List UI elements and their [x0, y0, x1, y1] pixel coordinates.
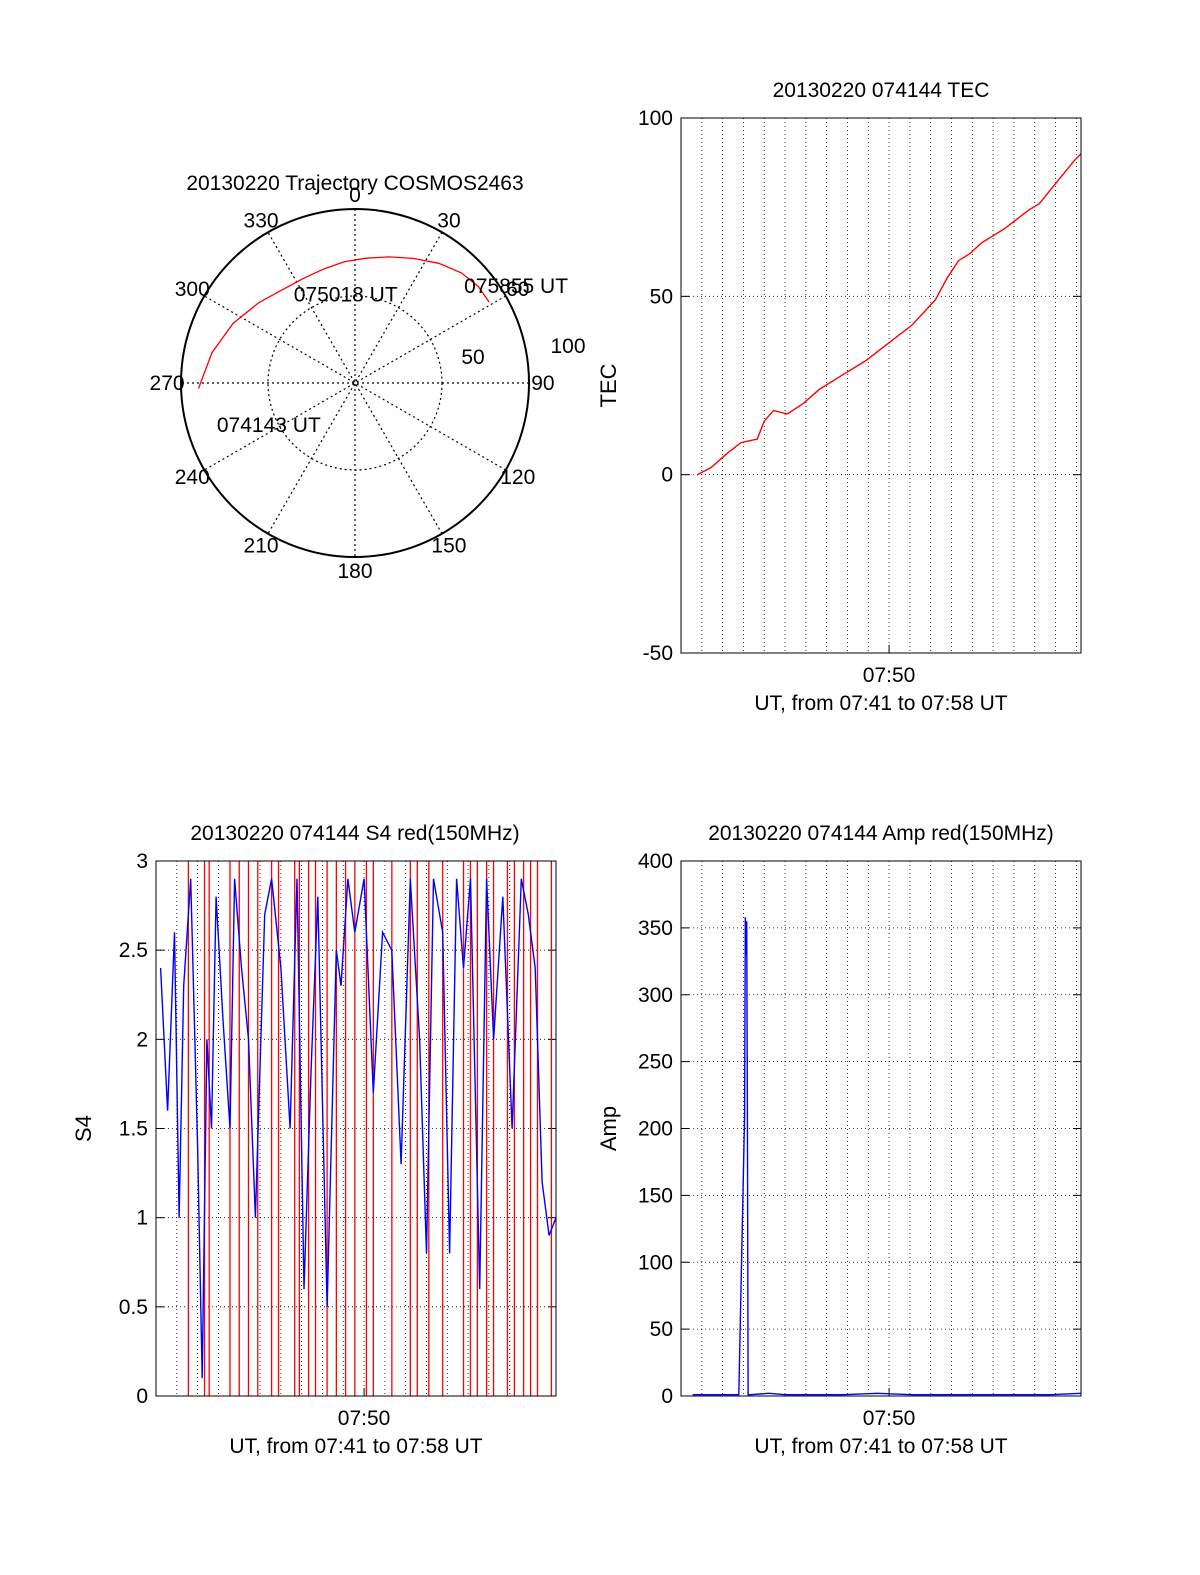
amp-y-axis-label: Amp — [596, 1106, 621, 1151]
trajectory-start-label: 074143 UT — [217, 414, 321, 437]
y-tick-label: 3 — [136, 850, 148, 873]
y-tick-label: 50 — [650, 1318, 673, 1341]
azimuth-label-30: 30 — [437, 209, 460, 232]
y-tick-label: 100 — [638, 107, 673, 130]
polar-grid — [181, 209, 529, 557]
tec-y-axis-label: TEC — [596, 363, 621, 407]
s4-y-ticks: 0 0.5 1 1.5 2 2.5 3 — [119, 850, 556, 1408]
y-tick-label: 100 — [638, 1251, 673, 1274]
y-tick-label: 350 — [638, 917, 673, 940]
azimuth-label-180: 180 — [337, 560, 372, 583]
polar-ring — [267, 295, 443, 471]
s4-y-axis-label: S4 — [71, 1115, 96, 1142]
y-tick-label: 50 — [650, 285, 673, 308]
trajectory-mid-label: 075018 UT — [294, 284, 398, 307]
y-tick-label: 200 — [638, 1118, 673, 1141]
tec-plot-frame — [680, 117, 1082, 654]
s4-plot-frame — [155, 860, 557, 1397]
tec-line — [696, 153, 1082, 476]
tec-x-tick-label: 07:50 — [863, 664, 916, 687]
amp-title: 20130220 074144 Amp red(150MHz) — [708, 822, 1054, 845]
s4-series — [159, 861, 557, 1396]
y-tick-label: 300 — [638, 984, 673, 1007]
y-tick-label: 2.5 — [119, 939, 148, 962]
amp-y-ticks: 0 50 100 150 200 250 300 350 400 — [638, 850, 1081, 1408]
tec-x-axis-label: UT, from 07:41 to 07:58 UT — [754, 692, 1007, 715]
tec-title: 20130220 074144 TEC — [773, 79, 990, 102]
y-tick-label: 0 — [136, 1385, 148, 1408]
s4-x-axis-label: UT, from 07:41 to 07:58 UT — [229, 1435, 482, 1458]
azimuth-label-330: 330 — [244, 209, 279, 232]
amp-line — [692, 917, 1082, 1396]
y-tick-label: -50 — [643, 642, 673, 665]
y-tick-label: 150 — [638, 1184, 673, 1207]
radial-label-100: 100 — [550, 335, 585, 358]
satellite-trajectory — [197, 256, 490, 389]
azimuth-label-210: 210 — [244, 535, 279, 558]
tec-grid — [681, 118, 1081, 653]
y-tick-label: 250 — [638, 1051, 673, 1074]
s4-panel: 20130220 074144 S4 red(150MHz) 0 0.5 1 1.5 2… — [71, 822, 557, 1458]
amp-x-axis-label: UT, from 07:41 to 07:58 UT — [754, 1435, 1007, 1458]
radial-label-50: 50 — [461, 346, 484, 369]
y-tick-label: 1.5 — [119, 1118, 148, 1141]
y-tick-label: 0.5 — [119, 1296, 148, 1319]
polar-spoke — [267, 232, 443, 534]
s4-x-tick-label: 07:50 — [338, 1407, 391, 1430]
amp-panel: 20130220 074144 Amp red(150MHz) 0 50 100 15… — [596, 822, 1082, 1458]
azimuth-label-60: 60 — [506, 278, 529, 301]
azimuth-label-90: 90 — [531, 372, 554, 395]
y-tick-label: 1 — [136, 1207, 148, 1230]
amp-series — [692, 917, 1082, 1396]
polar-azimuth-labels: 0 30 60 90 120 150 180 210 240 270 300 3… — [150, 184, 555, 583]
y-tick-label: 2 — [136, 1028, 148, 1051]
s4-line — [159, 878, 557, 1379]
s4-grid — [156, 861, 556, 1396]
azimuth-label-150: 150 — [431, 535, 466, 558]
tec-series — [696, 153, 1082, 476]
y-tick-label: 0 — [661, 464, 673, 487]
amp-plot-frame — [680, 860, 1082, 1397]
azimuth-label-0: 0 — [349, 184, 361, 207]
azimuth-label-240: 240 — [175, 466, 210, 489]
amp-x-tick-label: 07:50 — [863, 1407, 916, 1430]
amp-grid — [681, 861, 1081, 1396]
y-tick-label: 0 — [661, 1385, 673, 1408]
tec-y-ticks: -50 0 50 100 — [638, 107, 1081, 665]
s4-title: 20130220 074144 S4 red(150MHz) — [190, 822, 519, 845]
azimuth-label-120: 120 — [500, 466, 535, 489]
y-tick-label: 400 — [638, 850, 673, 873]
polar-title: 20130220 Trajectory COSMOS2463 — [186, 172, 523, 195]
trajectory-end-label: 075855 UT — [464, 275, 568, 298]
azimuth-label-300: 300 — [175, 278, 210, 301]
polar-trajectory-panel: 20130220 Trajectory COSMOS2463 0 30 60 9… — [150, 172, 586, 583]
azimuth-label-270: 270 — [150, 372, 185, 395]
